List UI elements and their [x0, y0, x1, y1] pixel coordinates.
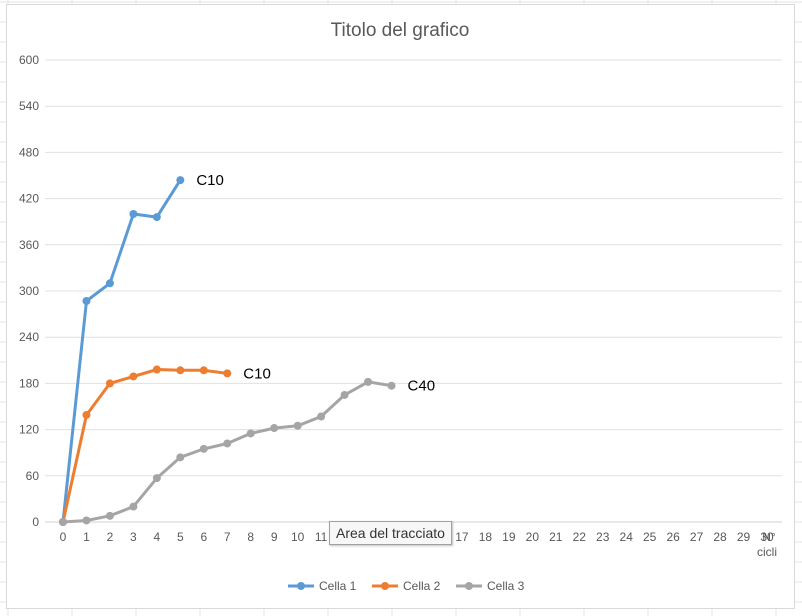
y-tick-label: 120 [19, 423, 39, 437]
chart-canvas: Titolo del grafico 060120180240300360420… [19, 20, 782, 593]
y-tick-label: 540 [19, 99, 39, 113]
data-point[interactable] [199, 444, 208, 453]
data-point[interactable] [176, 366, 185, 375]
x-tick-label: 20 [526, 530, 540, 544]
x-tick-label: 24 [620, 530, 634, 544]
data-point[interactable] [152, 213, 161, 222]
series-end-label[interactable]: C10 [196, 172, 224, 189]
x-tick-label: 19 [502, 530, 516, 544]
x-tick-label: 2 [107, 530, 114, 544]
x-tick-label: 26 [666, 530, 680, 544]
x-tick-label: 29 [737, 530, 751, 544]
x-tick-label: 6 [200, 530, 207, 544]
x-tick-label: 17 [455, 530, 469, 544]
x-tick-label: 30 [760, 530, 774, 544]
y-tick-label: 600 [19, 53, 39, 67]
y-tick-label: 300 [19, 284, 39, 298]
x-tick-label: 0 [60, 530, 67, 544]
y-tick-label: 240 [19, 330, 39, 344]
x-tick-label: 1 [83, 530, 90, 544]
data-point[interactable] [152, 474, 161, 483]
legend-dot-marker [297, 582, 305, 590]
chart-area[interactable]: Titolo del grafico 0 60 120 180 240 300 360 420… [6, 4, 795, 609]
data-point[interactable] [223, 439, 232, 448]
data-point[interactable] [387, 381, 396, 390]
data-point[interactable] [152, 365, 161, 374]
series-end-label[interactable]: C10 [243, 365, 271, 382]
data-point[interactable] [340, 390, 349, 399]
x-tick-label: 21 [549, 530, 563, 544]
data-point[interactable] [105, 379, 114, 388]
horizontal-gridlines [45, 59, 782, 523]
data-point[interactable] [176, 453, 185, 462]
data-point[interactable] [364, 377, 373, 386]
y-tick-label: 360 [19, 238, 39, 252]
data-point[interactable] [129, 372, 138, 381]
series-end-label[interactable]: C40 [408, 378, 436, 395]
x-tick-label: 28 [713, 530, 727, 544]
legend-dot-marker [465, 582, 473, 590]
x-tick-label: 5 [177, 530, 184, 544]
series-line[interactable] [61, 178, 182, 524]
x-axis-title-text: N° cicli [757, 530, 777, 559]
data-point[interactable] [270, 424, 279, 433]
data-point[interactable] [317, 412, 326, 421]
x-tick-label: 23 [596, 530, 610, 544]
y-tick-label: 0 [32, 515, 39, 529]
legend-item[interactable]: Cella 2 [372, 579, 441, 593]
plot-area-tooltip: Area del tracciato [329, 521, 452, 545]
data-point[interactable] [82, 410, 91, 419]
legend-item[interactable]: Cella 3 [456, 579, 525, 593]
chart-legend[interactable]: Cella 1 Cella 2 Cella 3 [288, 579, 525, 593]
data-point[interactable] [82, 516, 91, 525]
x-tick-label: 25 [643, 530, 657, 544]
data-point[interactable] [105, 279, 114, 288]
series-1[interactable] [59, 176, 185, 526]
x-tick-label: 3 [130, 530, 137, 544]
data-point[interactable] [129, 210, 138, 218]
x-tick-label: 11 [315, 530, 328, 544]
data-point[interactable] [246, 429, 255, 438]
plot-area[interactable] [59, 176, 396, 526]
data-point[interactable] [82, 297, 91, 306]
legend-item[interactable]: Cella 1 [288, 579, 357, 593]
x-tick-label: 27 [690, 530, 704, 544]
y-tick-label: 480 [19, 145, 39, 159]
series-end-labels: C10 C10 C40 [196, 172, 435, 395]
x-tick-label: 22 [573, 530, 587, 544]
y-tick-label: 420 [19, 192, 39, 206]
data-point[interactable] [59, 518, 67, 526]
x-tick-label: 8 [247, 530, 254, 544]
y-tick-label: 60 [26, 469, 40, 483]
data-point[interactable] [176, 176, 185, 185]
legend-label: Cella 1 [319, 579, 357, 593]
x-tick-label: 10 [291, 530, 305, 544]
legend-dot-marker [381, 582, 389, 590]
y-axis-tick-labels: 0 60 120 180 240 300 360 420 480 540 600 [19, 53, 39, 529]
legend-label: Cella 3 [487, 579, 525, 593]
data-point[interactable] [293, 421, 302, 430]
x-tick-label: 9 [271, 530, 278, 544]
x-tick-label: 7 [224, 530, 231, 544]
data-point[interactable] [105, 511, 114, 520]
y-tick-label: 180 [19, 376, 39, 390]
x-axis-label: N° cicli [757, 530, 777, 559]
data-point[interactable] [199, 366, 208, 375]
chart-title[interactable]: Titolo del grafico [331, 20, 470, 41]
series-line[interactable] [61, 380, 393, 524]
legend-label: Cella 2 [403, 579, 441, 593]
data-point[interactable] [223, 369, 232, 378]
x-tick-label: 4 [154, 530, 161, 544]
x-tick-label: 18 [479, 530, 493, 544]
series-3[interactable] [59, 377, 396, 526]
data-point[interactable] [129, 502, 138, 511]
